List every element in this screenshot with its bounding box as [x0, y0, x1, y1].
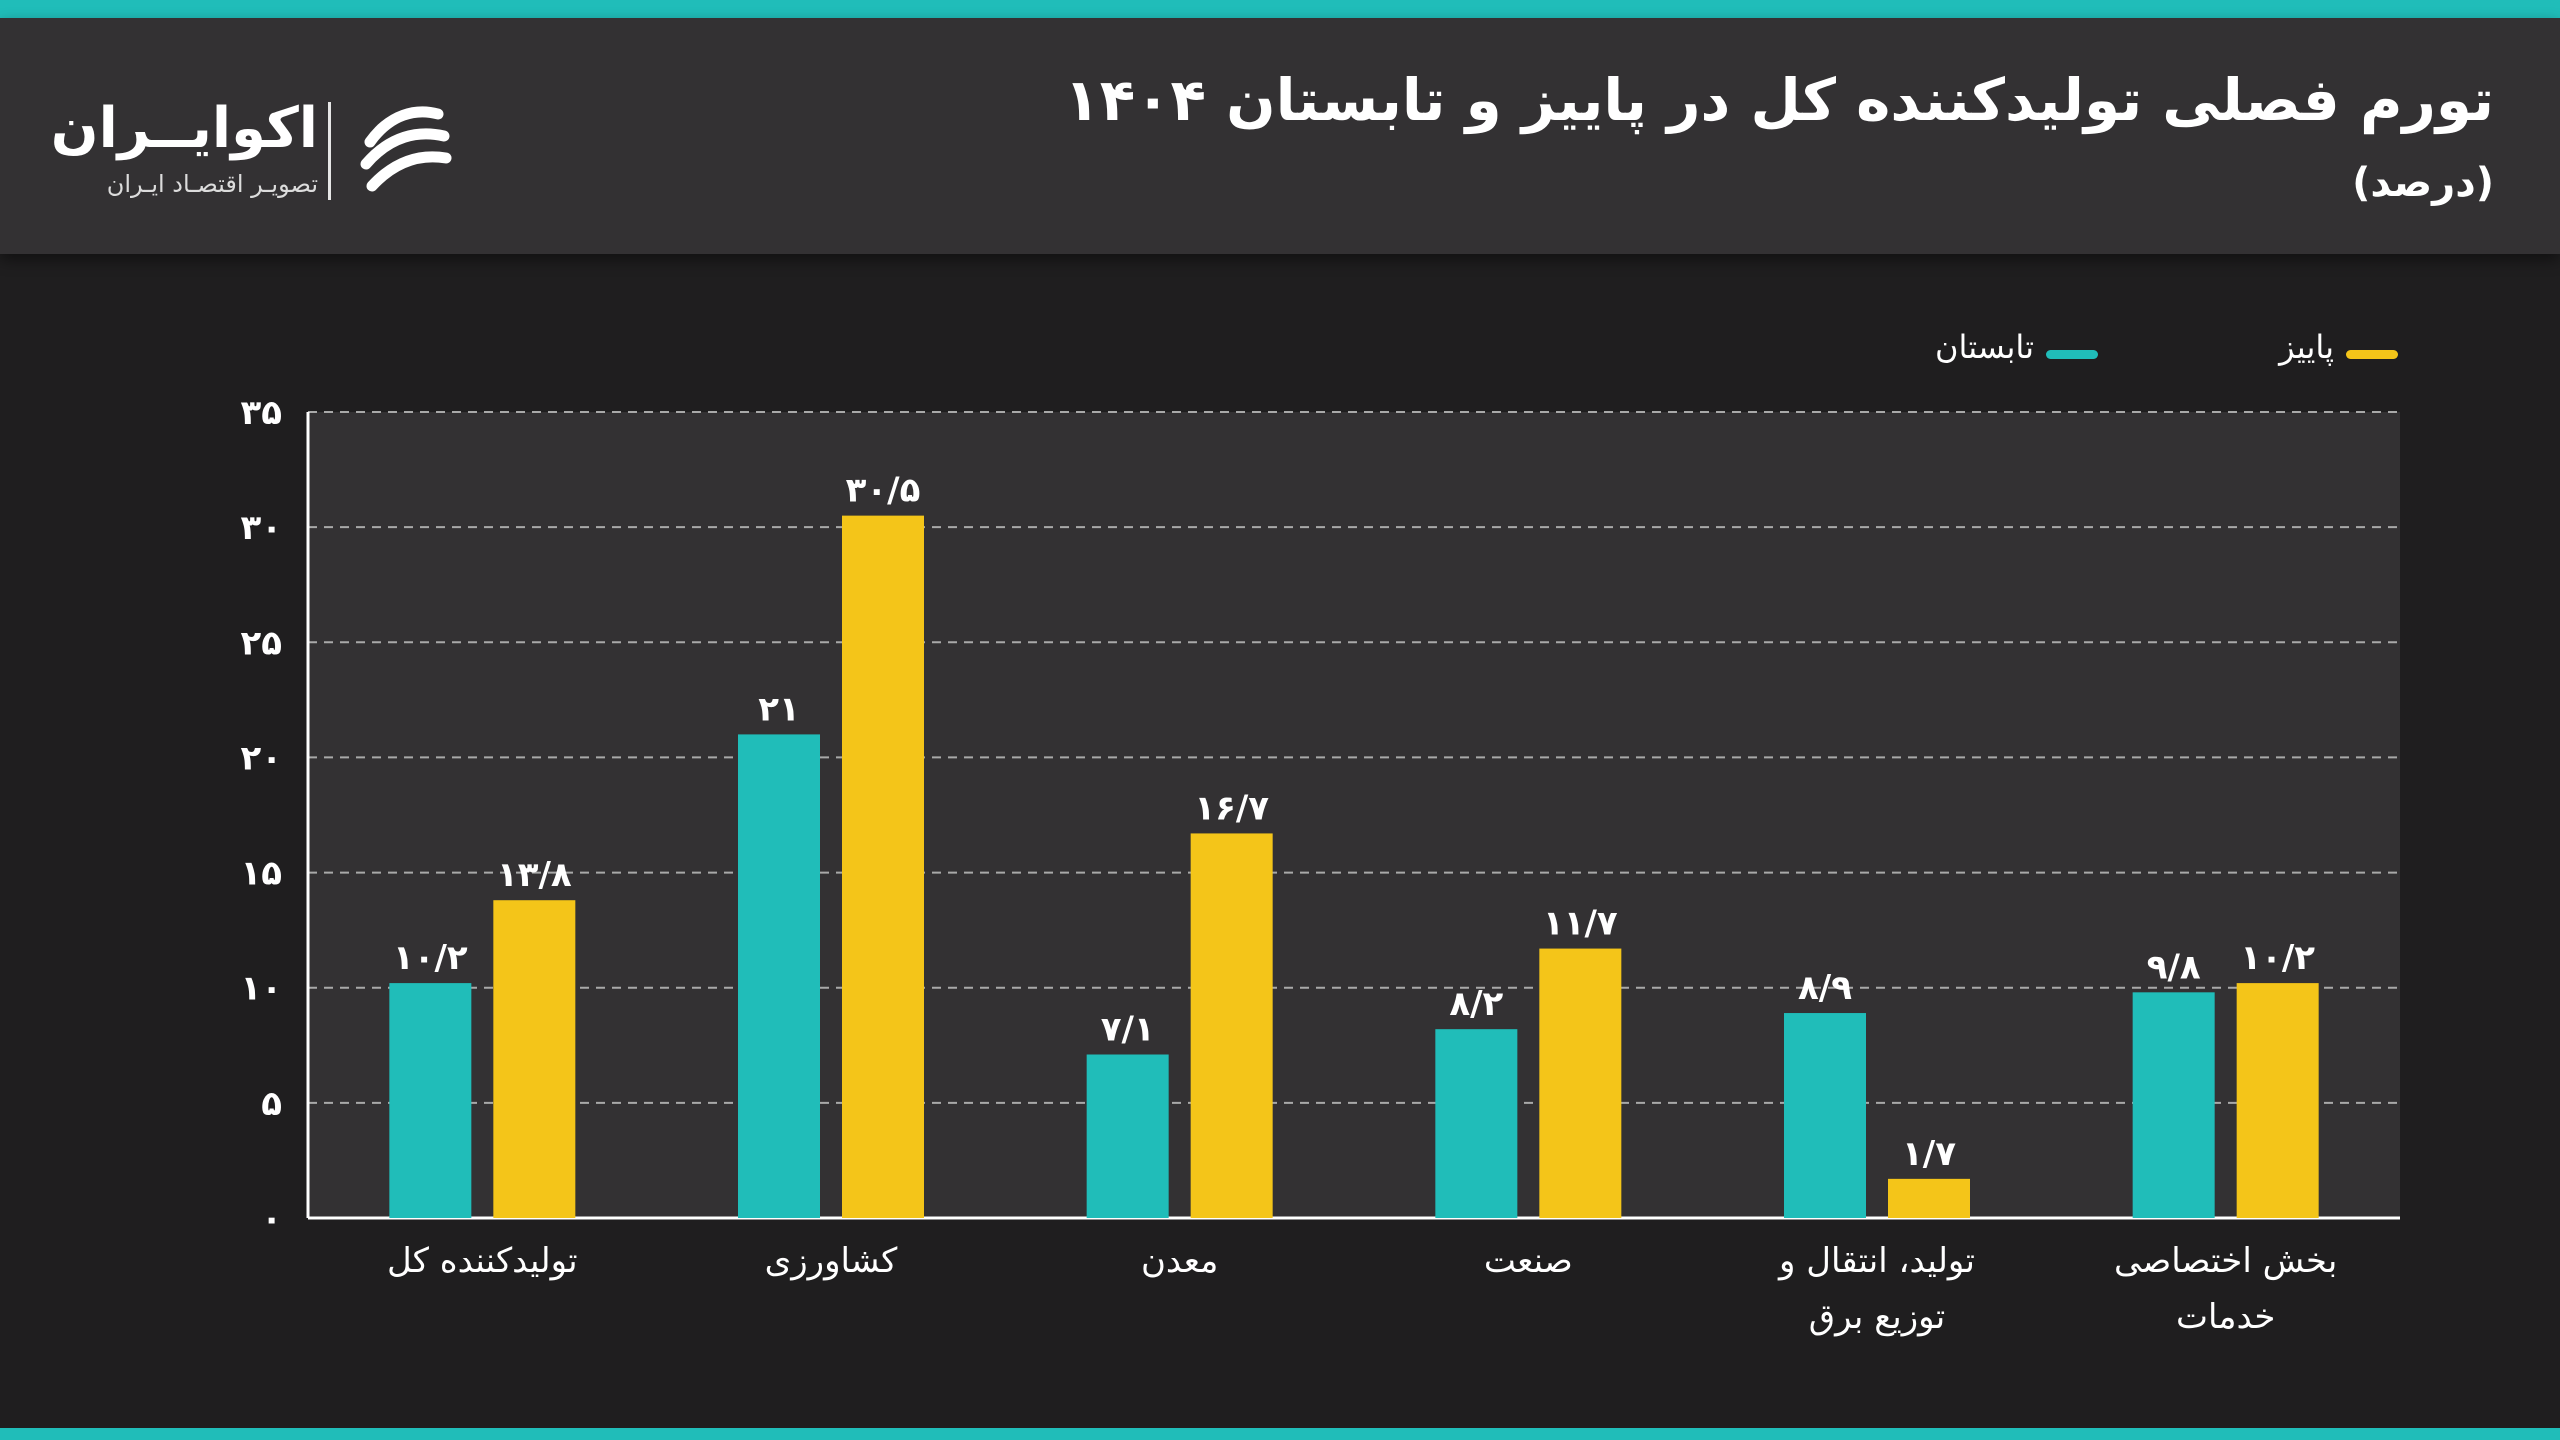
data-label: ۱۰/۲ — [2240, 938, 2315, 978]
logo: اکوایــران تصویـر اقتصـاد ایـران — [51, 88, 458, 208]
x-tick-label: تولید، انتقال و — [1777, 1241, 1975, 1281]
data-label: ۲۱ — [758, 689, 800, 729]
logo-name: اکوایــران — [50, 96, 318, 161]
bar — [2236, 983, 2319, 1218]
y-tick-label: ۰ — [261, 1199, 282, 1239]
page-subtitle: (درصد) — [2352, 160, 2494, 206]
bottom-accent-bar — [0, 1428, 2560, 1440]
y-tick-label: ۳۵ — [240, 393, 282, 433]
y-tick-label: ۳۰ — [240, 508, 282, 548]
data-label: ۸/۲ — [1449, 984, 1503, 1024]
top-accent-bar — [0, 0, 2560, 18]
x-tick-label: خدمات — [2176, 1297, 2275, 1337]
data-label: ۹/۸ — [2147, 947, 2201, 987]
data-label: ۱۳/۸ — [497, 855, 572, 895]
plot-area — [308, 412, 2400, 1218]
bar — [842, 515, 924, 1218]
x-tick-label: تولیدکننده کل — [387, 1241, 578, 1281]
legend-label-autumn: پاییز — [2279, 328, 2334, 366]
bar — [738, 734, 820, 1218]
y-tick-label: ۱۵ — [240, 854, 282, 894]
x-tick-label: صنعت — [1484, 1241, 1573, 1281]
bar — [389, 983, 472, 1218]
bar — [1190, 833, 1273, 1218]
x-tick-label: توزیع برق — [1809, 1297, 1945, 1337]
logo-tagline: تصویـر اقتصـاد ایـران — [106, 170, 318, 198]
header: تورم فصلی تولیدکننده کل در پاییز و تابست… — [0, 18, 2560, 254]
logo-divider — [328, 102, 331, 200]
logo-mark-icon — [360, 106, 452, 192]
bar — [1888, 1178, 1970, 1218]
bar — [1784, 1013, 1866, 1218]
legend-swatch-autumn — [2346, 350, 2398, 359]
legend-label-summer: تابستان — [1934, 328, 2034, 366]
y-tick-label: ۲۰ — [240, 738, 282, 778]
data-label: ۱۱/۷ — [1543, 904, 1618, 944]
x-tick-label: معدن — [1141, 1241, 1218, 1281]
bar — [1435, 1029, 1518, 1218]
page-title: تورم فصلی تولیدکننده کل در پاییز و تابست… — [1064, 66, 2494, 134]
data-label: ۷/۱ — [1101, 1009, 1155, 1049]
data-label: ۱۰/۲ — [393, 938, 468, 978]
data-label: ۸/۹ — [1798, 968, 1852, 1008]
data-label: ۳۰/۵ — [846, 471, 921, 511]
x-tick-label: بخش اختصاصی — [2114, 1241, 2337, 1281]
y-tick-label: ۱۰ — [240, 969, 282, 1009]
data-label: ۱/۷ — [1902, 1134, 1956, 1174]
chart-legend: تابستان پاییز — [1900, 328, 2400, 372]
data-label: ۱۶/۷ — [1194, 788, 1269, 828]
bar — [1086, 1054, 1169, 1218]
legend-swatch-summer — [2046, 350, 2098, 359]
bar — [493, 900, 576, 1218]
bar — [1539, 948, 1622, 1218]
bar — [2132, 992, 2215, 1218]
y-tick-label: ۲۵ — [240, 623, 282, 663]
x-tick-label: کشاورزی — [765, 1241, 899, 1281]
y-tick-label: ۵ — [261, 1084, 282, 1124]
